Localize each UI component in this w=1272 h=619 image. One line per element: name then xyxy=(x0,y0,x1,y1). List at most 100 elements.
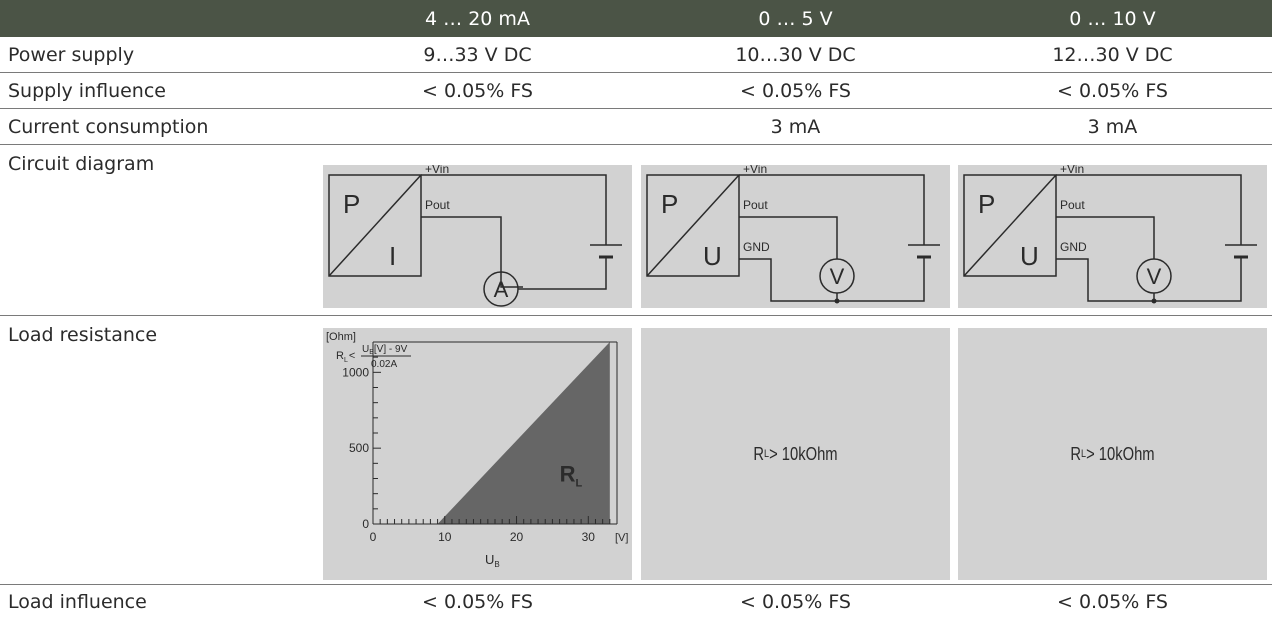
formula-num-main: U xyxy=(362,344,369,355)
pout-label: Pout xyxy=(743,198,768,212)
pout-wire xyxy=(1056,216,1155,259)
table-cell: 9…33 V DC xyxy=(423,43,532,66)
row-label: Power supply xyxy=(8,43,135,66)
table-cell: < 0.05% FS xyxy=(421,79,533,102)
transducer-box xyxy=(328,174,422,277)
input-label: P xyxy=(343,189,360,219)
x-tick-label: 30 xyxy=(582,530,596,544)
area-label-main: R xyxy=(560,462,576,487)
pout-label: Pout xyxy=(1060,198,1085,212)
x-tick-label: 0 xyxy=(370,530,377,544)
meter-label: V xyxy=(1147,264,1162,289)
gnd-wire xyxy=(1056,257,1242,302)
formula: RL< UB[V] - 9V 0.02A xyxy=(336,344,411,370)
row-power-supply: Power supply 9…33 V DC 10…30 V DC 12…30 … xyxy=(0,37,1272,73)
table-cell: < 0.05% FS xyxy=(739,591,851,613)
meter-label: A xyxy=(494,277,509,302)
x-tick-label: 20 xyxy=(510,530,524,544)
transducer-diagonal xyxy=(963,174,1057,277)
table-cell: < 0.05% FS xyxy=(1056,79,1168,102)
circuit-svg: P U +Vin Pout GND V xyxy=(646,165,940,304)
x-axis-label-main: U xyxy=(485,552,494,567)
gnd-label: GND xyxy=(1060,240,1087,254)
row-label: Supply influence xyxy=(8,79,166,102)
formula-lhs-main: R xyxy=(336,350,344,362)
circuit-svg: P I +Vin Pout A xyxy=(328,165,622,307)
output-label: I xyxy=(389,241,396,271)
vin-label: +Vin xyxy=(743,165,767,176)
svg-text:UB[V] - 9V: UB[V] - 9V xyxy=(362,344,408,356)
output-label: U xyxy=(1020,241,1039,271)
header-col-0-5v: 0 … 5 V xyxy=(758,7,833,30)
x-tick-label: 10 xyxy=(438,530,452,544)
meter-label: V xyxy=(830,264,845,289)
vin-wire xyxy=(421,174,607,245)
transducer-diagonal xyxy=(646,174,740,277)
circuit-diagram-0-10v: P U +Vin Pout GND V xyxy=(958,165,1267,308)
table-cell: 12…30 V DC xyxy=(1052,43,1173,66)
input-label: P xyxy=(978,189,995,219)
transducer-box xyxy=(646,174,740,277)
header-col-4-20ma: 4 … 20 mA xyxy=(425,7,530,30)
row-current-consumption: Current consumption 3 mA 3 mA xyxy=(0,109,1272,145)
area-label-sub: L xyxy=(575,478,582,490)
row-load-influence: Load influence < 0.05% FS < 0.05% FS < 0… xyxy=(0,585,1272,619)
table-cell: 3 mA xyxy=(770,115,821,138)
return-wire xyxy=(518,257,607,290)
pout-label: Pout xyxy=(425,198,450,212)
row-label: Current consumption xyxy=(8,115,209,138)
junction-dot xyxy=(1151,298,1157,304)
formula-den: 0.02A xyxy=(371,359,397,370)
table-cell: 10…30 V DC xyxy=(735,43,856,66)
header-row: 4 … 20 mA 0 … 5 V 0 … 10 V xyxy=(0,0,1272,37)
pout-wire xyxy=(739,216,838,259)
y-tick-label: 0 xyxy=(362,517,369,531)
chart-area-group xyxy=(437,342,610,524)
table-cell: < 0.05% FS xyxy=(1056,591,1168,613)
output-label: U xyxy=(703,241,722,271)
header-col-0-10v: 0 … 10 V xyxy=(1069,7,1156,30)
y-tick-label: 500 xyxy=(349,441,369,455)
vin-label: +Vin xyxy=(425,165,449,176)
row-label: Load resistance xyxy=(8,324,158,346)
table-cell: 3 mA xyxy=(1087,115,1138,138)
row-supply-influence: Supply influence < 0.05% FS < 0.05% FS <… xyxy=(0,73,1272,109)
vin-wire xyxy=(1056,174,1242,245)
x-axis-unit: [V] xyxy=(615,532,628,544)
formula-num-rest: [V] - 9V xyxy=(374,344,408,355)
circuit-diagram-0-5v: P U +Vin Pout GND V xyxy=(641,165,950,308)
formula-num-sub: B xyxy=(369,349,374,356)
table-cell: < 0.05% FS xyxy=(739,79,851,102)
formula-op: < xyxy=(349,350,355,362)
circuit-svg: P U +Vin Pout GND V xyxy=(963,165,1257,304)
area-label: RL xyxy=(560,462,583,490)
input-label: P xyxy=(661,189,678,219)
transducer-diagonal xyxy=(328,174,422,277)
vin-wire xyxy=(739,174,925,245)
load-resistance-chart-panel: [Ohm] 0 10 20 30 0 500 1000 RL RL< UB[V] - 9V … xyxy=(323,328,632,580)
circuit-diagram-4-20ma: P I +Vin Pout A xyxy=(323,165,632,308)
formula-lhs-sub: L xyxy=(344,357,348,364)
pout-wire xyxy=(421,216,523,288)
svg-text:RL<: RL< xyxy=(336,350,355,364)
transducer-box xyxy=(963,174,1057,277)
x-axis-label: UB xyxy=(485,552,500,569)
x-axis-label-sub: B xyxy=(494,560,499,569)
y-axis-label: [Ohm] xyxy=(326,331,356,343)
vin-label: +Vin xyxy=(1060,165,1084,176)
junction-dot xyxy=(834,298,840,304)
table-cell: < 0.05% FS xyxy=(421,591,533,613)
y-tick-label: 1000 xyxy=(342,365,369,379)
row-label: Load influence xyxy=(8,591,147,613)
table-cell xyxy=(323,109,632,144)
gnd-wire xyxy=(739,257,925,302)
row-load-resistance: Load resistance [Ohm] 0 10 20 30 0 500 1000 RL… xyxy=(0,316,1272,585)
row-label: Circuit diagram xyxy=(8,153,155,175)
row-circuit-diagram: Circuit diagram xyxy=(0,145,1272,316)
area-series-0 xyxy=(437,342,610,524)
